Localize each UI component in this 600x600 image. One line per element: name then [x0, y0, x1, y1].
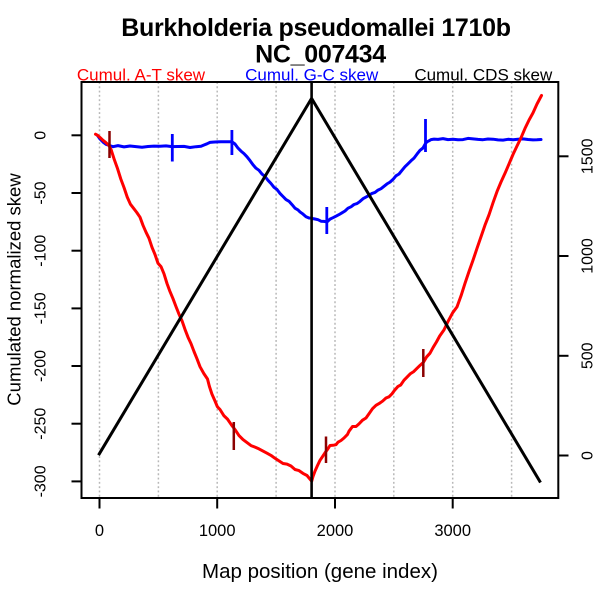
svg-text:-200: -200 — [33, 350, 50, 382]
svg-text:3000: 3000 — [434, 522, 471, 540]
svg-text:Cumulated normalized skew: Cumulated normalized skew — [4, 173, 25, 406]
svg-text:0: 0 — [580, 451, 597, 460]
svg-text:Map position (gene index): Map position (gene index) — [202, 560, 438, 583]
svg-text:-100: -100 — [33, 235, 50, 267]
svg-text:Cumul. A-T skew: Cumul. A-T skew — [77, 65, 206, 84]
svg-text:Cumul. CDS skew: Cumul. CDS skew — [414, 65, 553, 84]
svg-text:500: 500 — [580, 342, 597, 369]
svg-text:-300: -300 — [33, 465, 50, 497]
svg-text:1000: 1000 — [580, 238, 597, 274]
svg-text:1500: 1500 — [580, 138, 597, 174]
svg-text:1000: 1000 — [199, 522, 236, 540]
svg-text:Burkholderia pseudomallei 1710: Burkholderia pseudomallei 1710b — [121, 14, 510, 42]
svg-text:-50: -50 — [33, 181, 50, 204]
svg-text:-150: -150 — [33, 292, 50, 324]
svg-text:Cumul. G-C skew: Cumul. G-C skew — [245, 65, 379, 84]
svg-text:-250: -250 — [33, 408, 50, 440]
svg-text:2000: 2000 — [317, 522, 354, 540]
svg-text:NC_007434: NC_007434 — [255, 41, 386, 69]
svg-text:0: 0 — [33, 131, 50, 140]
svg-text:0: 0 — [95, 522, 104, 540]
